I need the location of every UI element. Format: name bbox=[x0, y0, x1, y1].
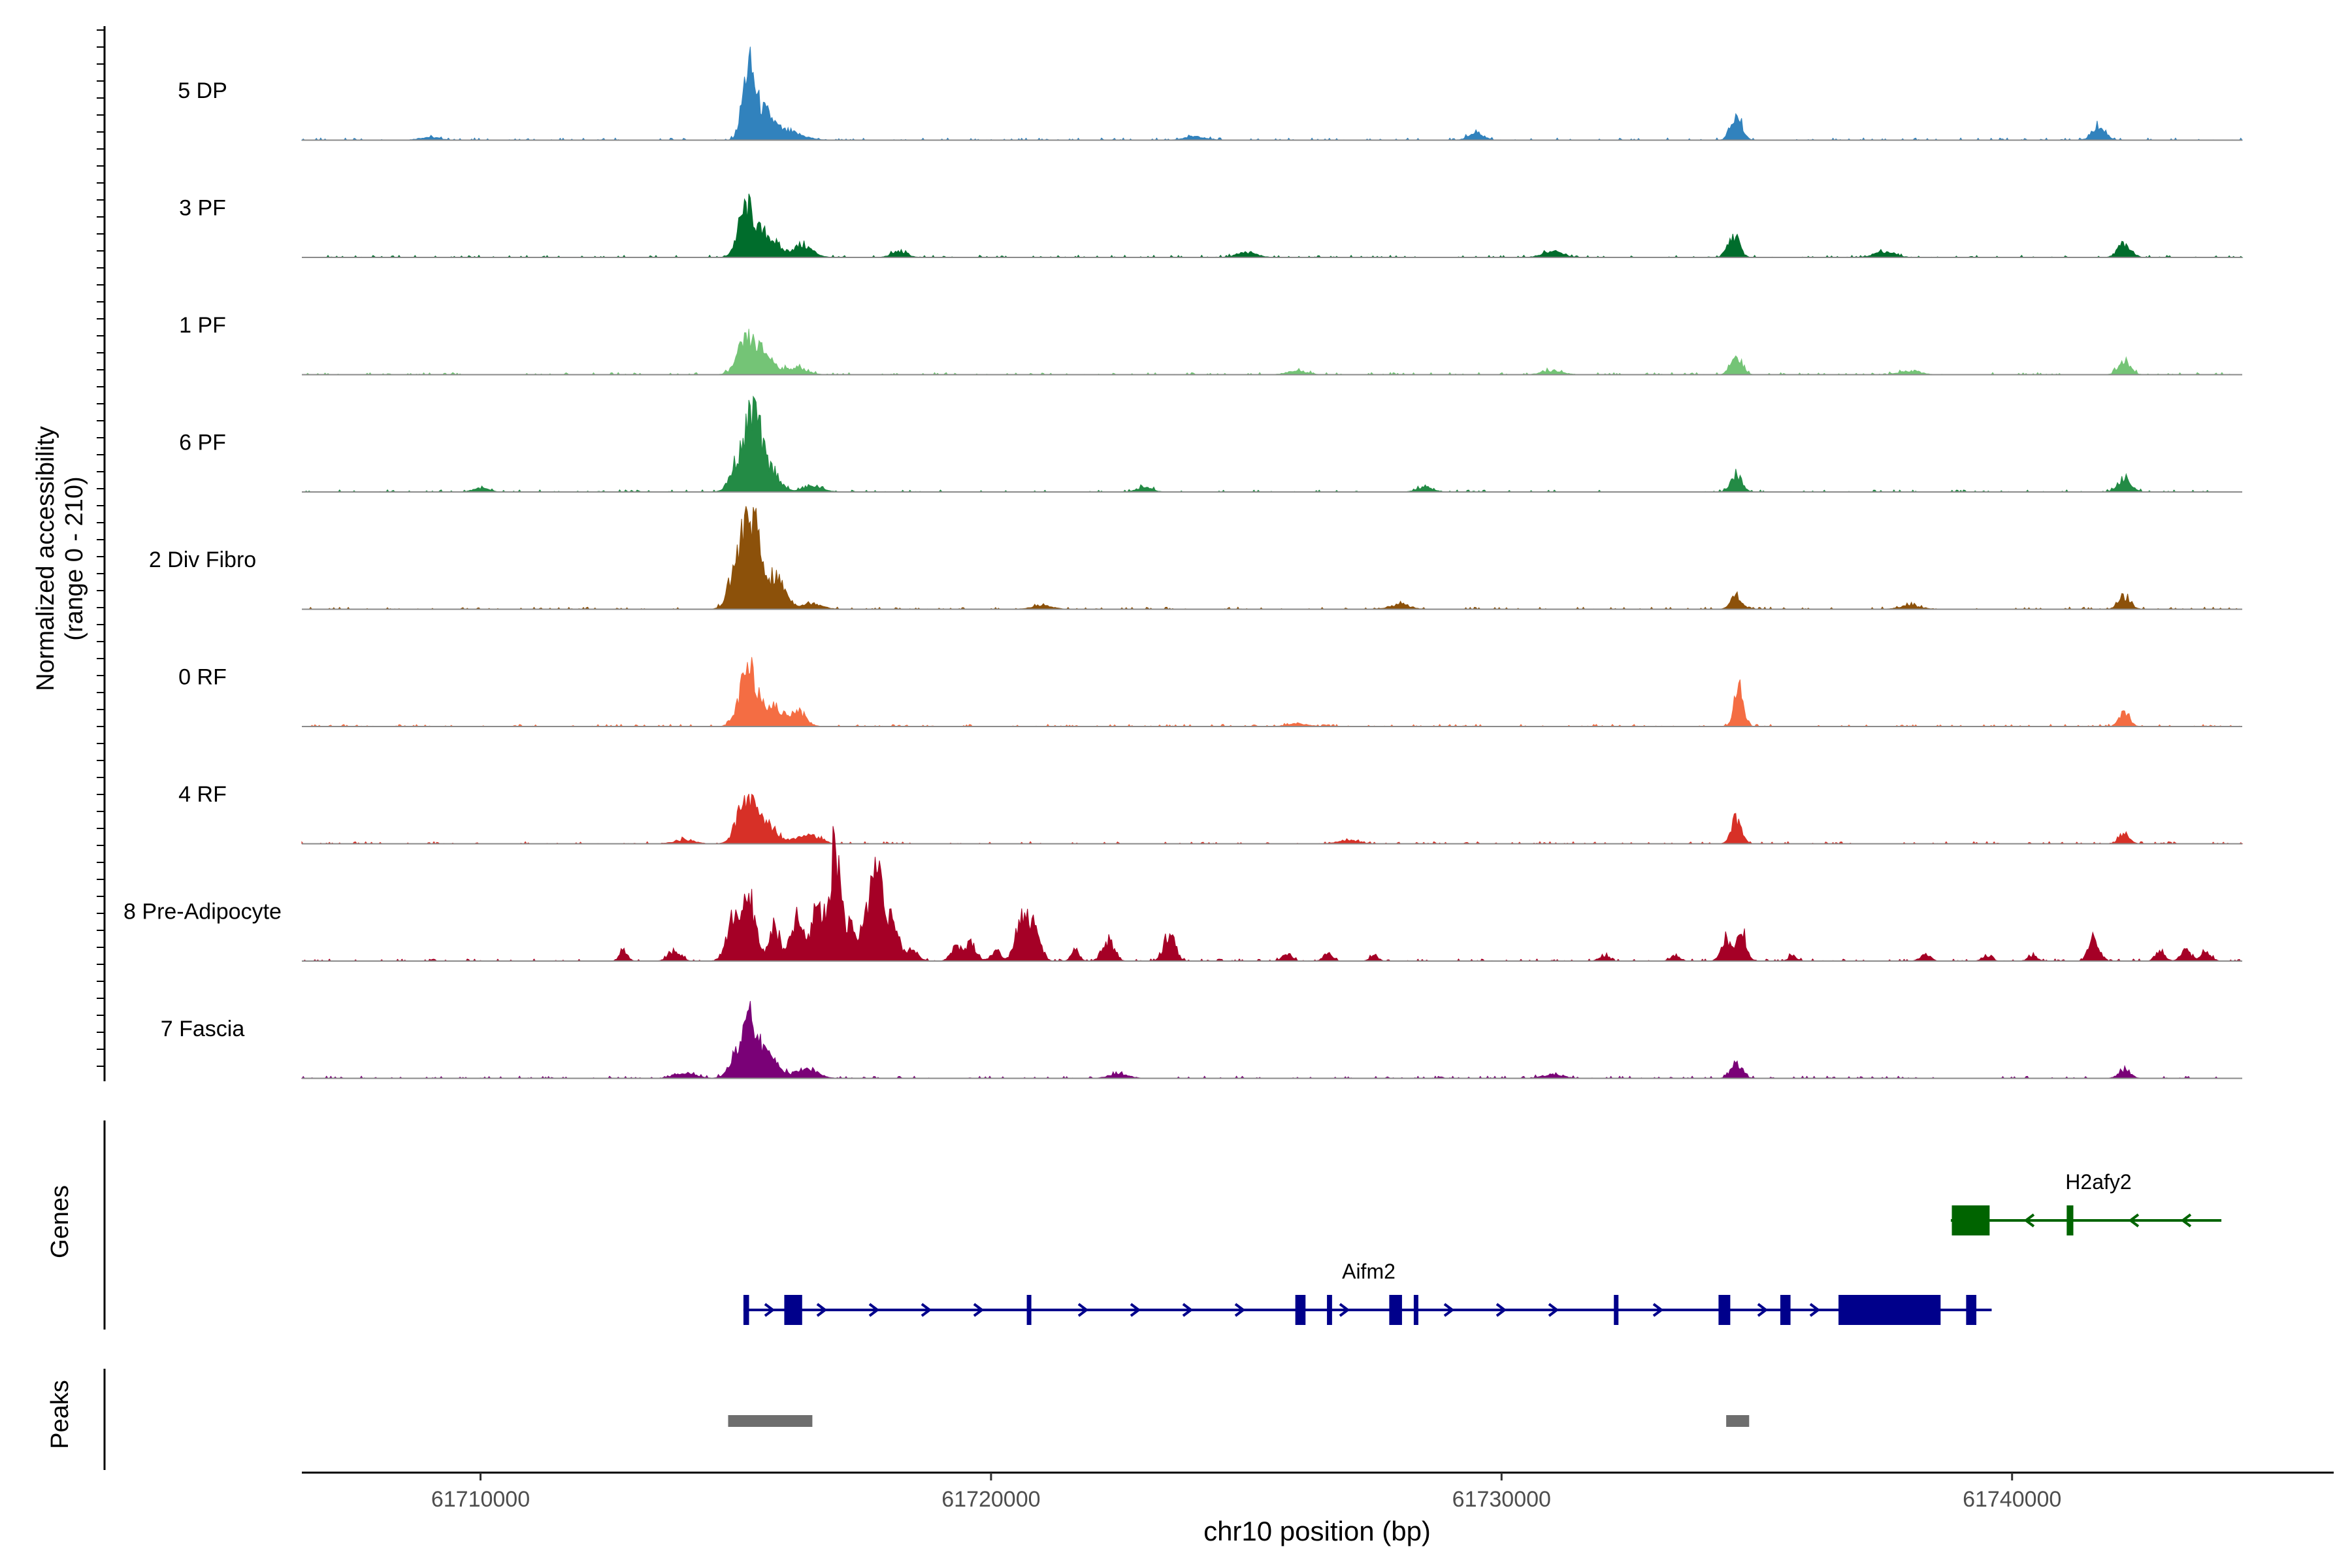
x-axis-title: chr10 position (bp) bbox=[1203, 1516, 1431, 1546]
coverage-area bbox=[301, 46, 2243, 141]
x-axis: 61710000 61720000 61730000 61740000 bbox=[302, 1471, 2334, 1512]
track-label: 4 RF bbox=[178, 782, 227, 807]
peaks-panel-label: Peaks bbox=[46, 1380, 74, 1449]
exon bbox=[2066, 1205, 2074, 1235]
strand-arrow bbox=[2128, 1213, 2140, 1228]
track-label: 8 Pre-Adipocyte bbox=[123, 900, 282, 924]
genes-panel: Aifm2 H2afy2 bbox=[103, 1120, 2222, 1330]
strand-arrow bbox=[1443, 1303, 1455, 1317]
track-3-pf: 3 PF bbox=[179, 193, 2244, 258]
strand-arrow bbox=[2180, 1213, 2192, 1228]
exon bbox=[1780, 1295, 1791, 1325]
gene-label: H2afy2 bbox=[2065, 1170, 2131, 1194]
track-7-fascia: 7 Fascia bbox=[161, 1001, 2242, 1079]
exon bbox=[1718, 1295, 1731, 1325]
x-tick-label: 61720000 bbox=[941, 1487, 1040, 1512]
x-tick-label: 61710000 bbox=[431, 1487, 530, 1512]
coverage-area bbox=[302, 826, 2242, 962]
strand-arrow bbox=[1182, 1303, 1194, 1317]
accessibility-y-axis bbox=[97, 26, 106, 1081]
coverage-area bbox=[301, 1001, 2242, 1079]
strand-arrow bbox=[1495, 1303, 1507, 1317]
coverage-area bbox=[301, 793, 2244, 845]
track-2-div-fibro: 2 Div Fibro bbox=[149, 506, 2242, 610]
track-8-pre-adipocyte: 8 Pre-Adipocyte bbox=[123, 826, 2242, 962]
track-label: 0 RF bbox=[178, 665, 227, 690]
strand-arrow bbox=[816, 1303, 828, 1317]
exon bbox=[1966, 1295, 1977, 1325]
exon bbox=[784, 1295, 802, 1325]
track-label: 3 PF bbox=[179, 196, 226, 221]
exon bbox=[1413, 1295, 1418, 1325]
strand-arrow bbox=[1809, 1303, 1821, 1317]
track-label: 7 Fascia bbox=[161, 1017, 245, 1041]
track-label: 5 DP bbox=[178, 78, 227, 103]
x-tick-label: 61730000 bbox=[1452, 1487, 1551, 1512]
strand-arrow bbox=[1077, 1303, 1089, 1317]
track-0-rf: 0 RF bbox=[178, 657, 2242, 727]
track-label: 1 PF bbox=[179, 313, 226, 338]
exon bbox=[1952, 1205, 1990, 1235]
exon bbox=[1026, 1295, 1032, 1325]
peaks-panel bbox=[103, 1369, 1750, 1470]
strand-arrow bbox=[868, 1303, 880, 1317]
strand-arrow bbox=[1757, 1303, 1769, 1317]
exon bbox=[1327, 1295, 1332, 1325]
strand-arrow bbox=[1339, 1303, 1350, 1317]
coverage-area bbox=[302, 193, 2244, 258]
exon bbox=[743, 1295, 749, 1325]
gene-h2afy2: H2afy2 bbox=[1950, 1170, 2222, 1235]
y-axis-range-label: (range 0 - 210) bbox=[61, 476, 88, 640]
gene-label: Aifm2 bbox=[1342, 1260, 1396, 1283]
strand-arrow bbox=[921, 1303, 932, 1317]
track-6-pf: 6 PF bbox=[179, 395, 2242, 493]
peak-region bbox=[728, 1415, 813, 1427]
accessibility-tracks: 5 DP 3 PF 1 PF 6 PF 2 Div Fibro 0 RF 4 RF 8 Pre… bbox=[97, 26, 2244, 1081]
strand-arrow bbox=[2023, 1213, 2035, 1228]
strand-arrow bbox=[1130, 1303, 1141, 1317]
strand-arrow bbox=[1234, 1303, 1246, 1317]
track-label: 6 PF bbox=[179, 431, 226, 455]
track-5-dp: 5 DP bbox=[178, 46, 2243, 141]
track-4-rf: 4 RF bbox=[178, 782, 2244, 845]
genes-panel-label: Genes bbox=[46, 1185, 74, 1258]
exon bbox=[1838, 1295, 1941, 1325]
exon bbox=[1389, 1295, 1402, 1325]
y-axis-label: Normalized accessibility bbox=[32, 426, 59, 691]
strand-arrow bbox=[1652, 1303, 1664, 1317]
strand-arrow bbox=[1548, 1303, 1560, 1317]
exon bbox=[1614, 1295, 1619, 1325]
coverage-area bbox=[302, 395, 2242, 493]
x-tick-label: 61740000 bbox=[1963, 1487, 2061, 1512]
strand-arrow bbox=[973, 1303, 985, 1317]
coverage-area bbox=[302, 329, 2242, 376]
coverage-area bbox=[302, 657, 2242, 727]
track-1-pf: 1 PF bbox=[179, 313, 2242, 376]
coverage-area bbox=[301, 506, 2242, 610]
track-label: 2 Div Fibro bbox=[149, 547, 256, 572]
gene-aifm2: Aifm2 bbox=[743, 1260, 1992, 1325]
strand-arrow bbox=[764, 1303, 776, 1317]
exon bbox=[1295, 1295, 1306, 1325]
peak-region bbox=[1726, 1415, 1750, 1427]
